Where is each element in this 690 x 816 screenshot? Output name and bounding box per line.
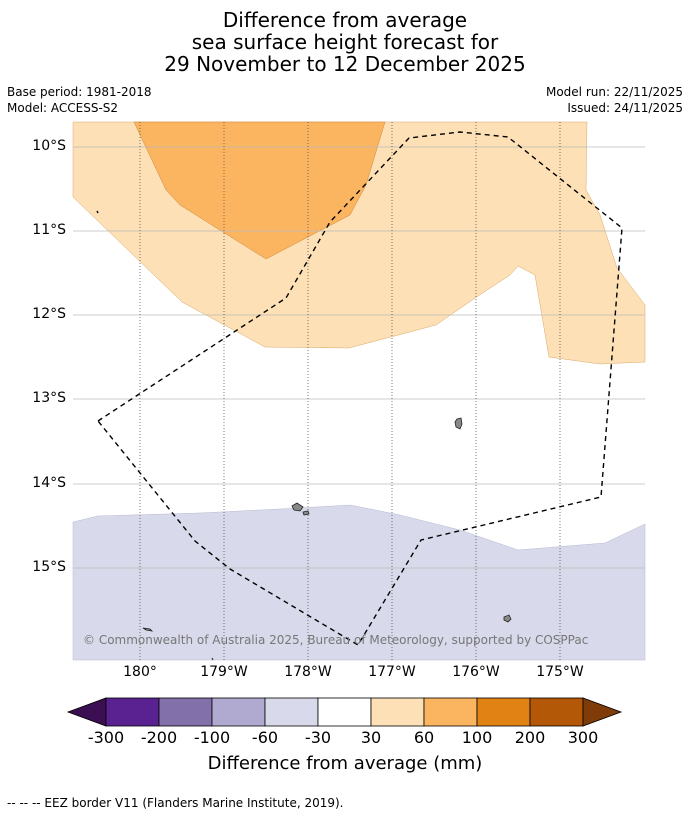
lon-label-177W: 177°W [368, 664, 416, 680]
title-line-3: 29 November to 12 December 2025 [164, 52, 526, 76]
eez-legend: -- -- -- EEZ border V11 (Flanders Marine… [7, 796, 344, 810]
colorbar-label-neg60: -60 [251, 728, 279, 747]
island-speck [211, 657, 214, 661]
island-futuna [291, 502, 304, 512]
copyright-notice: © Commonwealth of Australia 2025, Bureau… [83, 633, 589, 647]
colorbar-label-neg30: -30 [304, 728, 332, 747]
chart-title: Difference from average sea surface heig… [0, 9, 690, 75]
colorbar-extend-low [66, 697, 107, 727]
lat-label-15S: 15°S [32, 559, 66, 575]
lon-label-175W: 175°W [536, 664, 584, 680]
colorbar-seg-6 [370, 697, 425, 727]
meta-right: Model run: 22/11/2025 Issued: 24/11/2025 [546, 84, 683, 116]
base-period: Base period: 1981-2018 [7, 85, 152, 99]
colorbar-seg-3 [211, 697, 266, 727]
eez-border-fragment [96, 210, 99, 214]
lat-label-12S: 12°S [32, 306, 66, 322]
colorbar-label-200: 200 [514, 728, 546, 747]
colorbar-seg-1 [105, 697, 160, 727]
colorbar-label-300: 300 [567, 728, 599, 747]
island-small-west [142, 627, 154, 632]
colorbar-seg-8 [476, 697, 531, 727]
colorbar [66, 697, 623, 727]
title-line-1: Difference from average [222, 8, 468, 32]
colorbar-label-neg200: -200 [140, 728, 178, 747]
island-small-east [503, 614, 512, 623]
model-run: Model run: 22/11/2025 [545, 85, 683, 99]
lat-label-13S: 13°S [32, 390, 66, 406]
eez-border [96, 131, 623, 646]
lon-label-178W: 178°W [284, 664, 332, 680]
lat-label-14S: 14°S [32, 475, 66, 491]
colorbar-seg-4 [264, 697, 319, 727]
lat-label-10S: 10°S [32, 138, 66, 154]
island-alofi [302, 510, 310, 516]
colorbar-label-60: 60 [413, 728, 435, 747]
lon-label-176W: 176°W [452, 664, 500, 680]
model-name: Model: ACCESS-S2 [7, 101, 119, 115]
colorbar-seg-5 [317, 697, 372, 727]
colorbar-label-neg300: -300 [87, 728, 125, 747]
colorbar-label-neg100: -100 [193, 728, 231, 747]
title-line-2: sea surface height forecast for [191, 30, 499, 54]
issued-date: Issued: 24/11/2025 [567, 101, 683, 115]
lat-label-11S: 11°S [32, 222, 66, 238]
lon-label-179W: 179°W [200, 664, 248, 680]
colorbar-seg-2 [158, 697, 213, 727]
colorbar-title: Difference from average (mm) [207, 753, 483, 774]
lat-gridlines [73, 146, 645, 569]
colorbar-extend-high [582, 697, 623, 727]
meta-left: Base period: 1981-2018 Model: ACCESS-S2 [7, 84, 152, 116]
colorbar-seg-9 [529, 697, 584, 727]
lon-label-180: 180° [123, 664, 157, 680]
colorbar-label-100: 100 [461, 728, 493, 747]
colorbar-label-30: 30 [360, 728, 382, 747]
colorbar-seg-7 [423, 697, 478, 727]
contour-neg60-neg30 [72, 504, 646, 661]
island-wallis [454, 417, 463, 430]
